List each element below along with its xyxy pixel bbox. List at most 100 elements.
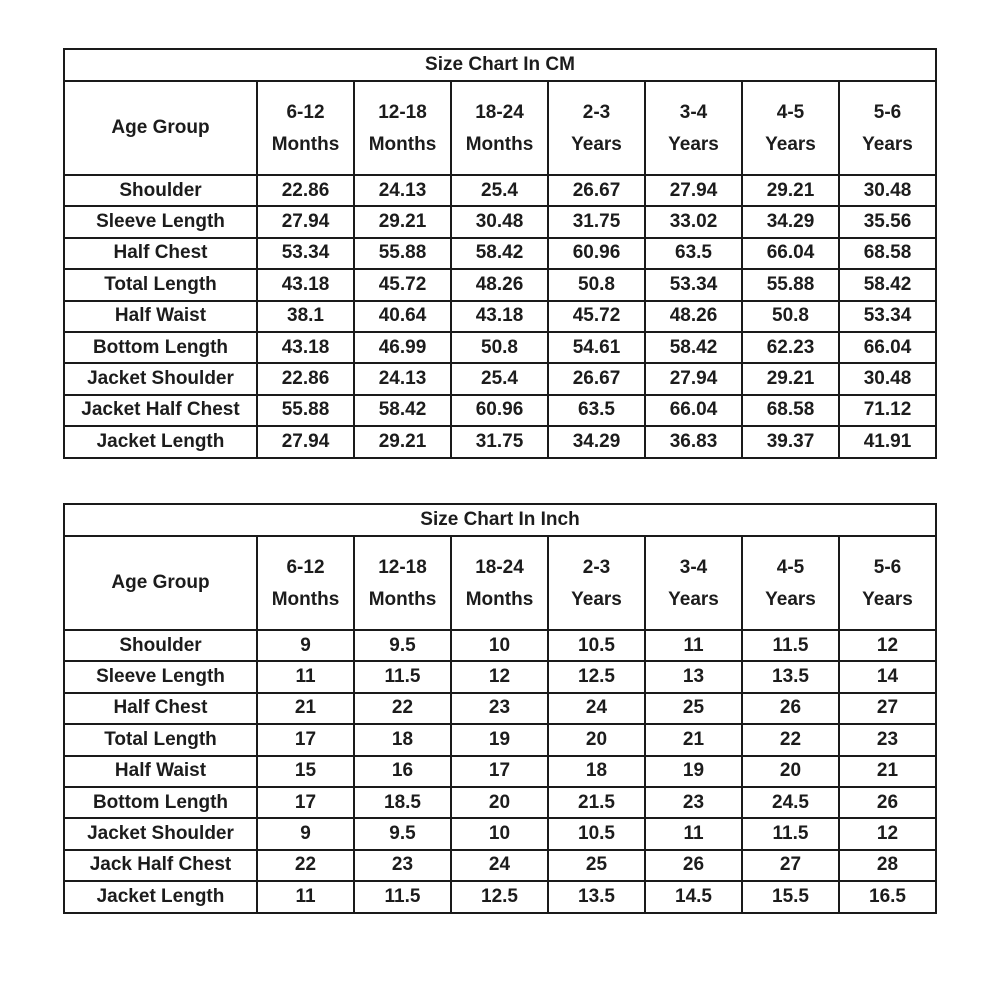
table-cell: 45.72 xyxy=(353,268,452,302)
row-label: Total Length xyxy=(63,268,258,302)
row-label: Jacket Length xyxy=(63,425,258,459)
column-header: 5-6 Years xyxy=(838,80,937,176)
table-cell: 29.21 xyxy=(741,173,840,208)
column-header: 4-5 Years xyxy=(741,80,840,176)
table-cell: 22 xyxy=(741,723,840,757)
column-header-line: Months xyxy=(465,588,534,610)
table-cell: 36.83 xyxy=(644,425,743,459)
row-label: Half Chest xyxy=(63,691,258,726)
table-row: Shoulder 22.86 24.13 25.4 26.67 27.94 29.21 30.… xyxy=(63,173,937,208)
table-cell: 17 xyxy=(450,754,549,788)
table-cell: 11 xyxy=(256,880,355,914)
table-cell: 43.18 xyxy=(256,268,355,302)
column-header-line: Years xyxy=(765,588,816,610)
column-header: 18-24 Months xyxy=(450,535,549,631)
table-cell: 62.23 xyxy=(741,330,840,365)
table-cell: 29.21 xyxy=(353,205,452,239)
table-row: Jacket Length 11 11.5 12.5 13.5 14.5 15.5 16.5 xyxy=(63,880,937,914)
table-cell: 55.88 xyxy=(741,268,840,302)
table-cell: 11 xyxy=(644,628,743,663)
table-cell: 11.5 xyxy=(741,817,840,851)
row-label: Jacket Shoulder xyxy=(63,817,258,851)
column-header-line: 6-12 xyxy=(286,101,325,123)
table-cell: 15.5 xyxy=(741,880,840,914)
table-cell: 10 xyxy=(450,628,549,663)
table-cell: 29.21 xyxy=(741,362,840,396)
column-header-line: Months xyxy=(368,133,437,155)
table-title: Size Chart In Inch xyxy=(63,503,937,537)
table-cell: 41.91 xyxy=(838,425,937,459)
table-cell: 9.5 xyxy=(353,628,452,663)
table-cell: 66.04 xyxy=(838,330,937,365)
column-header-line: Months xyxy=(368,588,437,610)
size-chart-inch-table: Size Chart In Inch Age Group 6-12 Months 12-… xyxy=(63,503,937,914)
table-row: Bottom Length 17 18.5 20 21.5 23 24.5 26 xyxy=(63,785,937,820)
table-cell: 27.94 xyxy=(256,205,355,239)
row-label: Total Length xyxy=(63,723,258,757)
table-cell: 27 xyxy=(838,691,937,726)
table-cell: 11.5 xyxy=(353,880,452,914)
column-header-line: 2-3 xyxy=(582,556,611,578)
table-cell: 22 xyxy=(256,848,355,883)
table-cell: 35.56 xyxy=(838,205,937,239)
column-header-line: 5-6 xyxy=(873,556,902,578)
column-header-line: 5-6 xyxy=(873,101,902,123)
row-label: Half Chest xyxy=(63,236,258,271)
age-group-header: Age Group xyxy=(63,535,258,631)
table-cell: 16.5 xyxy=(838,880,937,914)
table-cell: 26 xyxy=(741,691,840,726)
column-header-line: 2-3 xyxy=(582,101,611,123)
table-cell: 34.29 xyxy=(741,205,840,239)
column-header-line: 12-18 xyxy=(378,101,427,123)
age-group-header: Age Group xyxy=(63,80,258,176)
table-cell: 53.34 xyxy=(256,236,355,271)
table-cell: 12 xyxy=(838,628,937,663)
table-cell: 58.42 xyxy=(450,236,549,271)
table-cell: 9.5 xyxy=(353,817,452,851)
column-header-line: 6-12 xyxy=(286,556,325,578)
table-cell: 46.99 xyxy=(353,330,452,365)
table-cell: 50.8 xyxy=(450,330,549,365)
table-cell: 10.5 xyxy=(547,817,646,851)
table-cell: 20 xyxy=(547,723,646,757)
column-header: 3-4 Years xyxy=(644,80,743,176)
table-row: Total Length 43.18 45.72 48.26 50.8 53.34 55.8… xyxy=(63,268,937,302)
table-row: Half Waist 38.1 40.64 43.18 45.72 48.26 50.8 53… xyxy=(63,299,937,333)
table-row: Half Chest 53.34 55.88 58.42 60.96 63.5 66.04 6… xyxy=(63,236,937,271)
table-cell: 9 xyxy=(256,628,355,663)
column-header-line: Years xyxy=(862,588,913,610)
column-header-line: 18-24 xyxy=(475,101,524,123)
row-label: Bottom Length xyxy=(63,330,258,365)
table-cell: 26 xyxy=(838,785,937,820)
column-header-line: 3-4 xyxy=(679,556,708,578)
table-cell: 24.5 xyxy=(741,785,840,820)
table-cell: 66.04 xyxy=(741,236,840,271)
table-cell: 58.42 xyxy=(644,330,743,365)
table-cell: 12.5 xyxy=(450,880,549,914)
column-header-line: Years xyxy=(765,133,816,155)
row-label: Sleeve Length xyxy=(63,660,258,694)
table-cell: 45.72 xyxy=(547,299,646,333)
table-row: Jack Half Chest 22 23 24 25 26 27 28 xyxy=(63,848,937,883)
table-cell: 48.26 xyxy=(450,268,549,302)
table-cell: 53.34 xyxy=(644,268,743,302)
table-cell: 43.18 xyxy=(450,299,549,333)
table-cell: 14.5 xyxy=(644,880,743,914)
table-cell: 30.48 xyxy=(838,173,937,208)
table-cell: 15 xyxy=(256,754,355,788)
table-cell: 25.4 xyxy=(450,362,549,396)
row-label: Half Waist xyxy=(63,299,258,333)
table-cell: 31.75 xyxy=(547,205,646,239)
table-cell: 26.67 xyxy=(547,362,646,396)
row-label: Jacket Length xyxy=(63,880,258,914)
table-cell: 26 xyxy=(644,848,743,883)
table-cell: 10.5 xyxy=(547,628,646,663)
row-label: Jacket Half Chest xyxy=(63,393,258,428)
table-cell: 20 xyxy=(450,785,549,820)
table-cell: 13.5 xyxy=(547,880,646,914)
table-cell: 23 xyxy=(644,785,743,820)
table-cell: 71.12 xyxy=(838,393,937,428)
size-chart-cm-table: Size Chart In CM Age Group 6-12 Months 12-18… xyxy=(63,48,937,459)
table-title: Size Chart In CM xyxy=(63,48,937,82)
column-header: 6-12 Months xyxy=(256,535,355,631)
